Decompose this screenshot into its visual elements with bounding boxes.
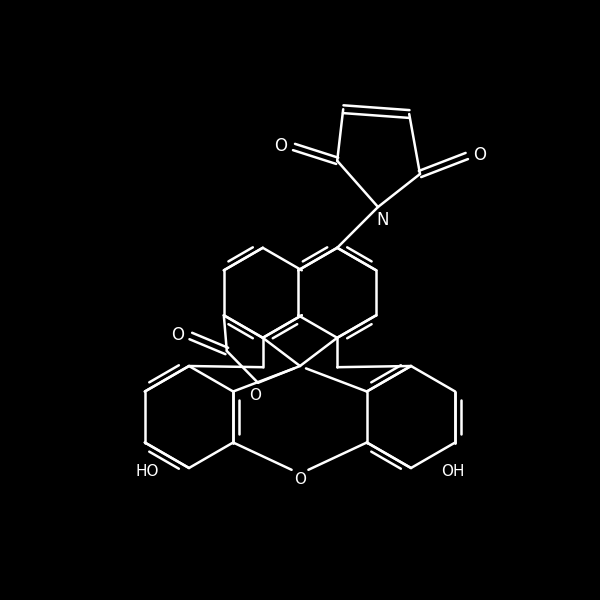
Text: O: O [250, 389, 262, 403]
Text: O: O [274, 137, 287, 155]
Text: O: O [171, 326, 184, 344]
Text: OH: OH [441, 463, 464, 479]
Text: O: O [294, 473, 306, 487]
Text: HO: HO [136, 463, 159, 479]
Text: O: O [473, 146, 487, 164]
Text: N: N [377, 211, 389, 229]
